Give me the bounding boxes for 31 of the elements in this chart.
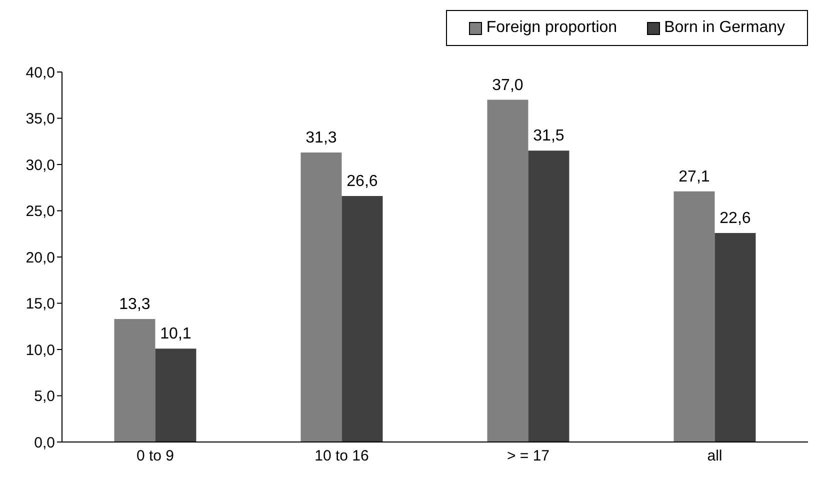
data-label: 31,5 — [533, 128, 564, 145]
data-label: 31,3 — [306, 129, 337, 146]
y-tick-label: 10,0 — [26, 342, 55, 359]
x-tick-label: all — [707, 448, 722, 465]
y-tick-label: 0,0 — [34, 434, 55, 452]
x-tick-label: 10 to 16 — [314, 448, 369, 465]
y-tick-label: 15,0 — [26, 296, 55, 313]
legend-label: Born in Germany — [664, 19, 785, 37]
data-label: 27,1 — [678, 168, 710, 186]
bar — [342, 196, 383, 442]
y-tick-label: 35,0 — [26, 110, 55, 128]
bar — [714, 232, 756, 442]
x-tick-label: > = 17 — [506, 448, 550, 465]
bar — [114, 318, 156, 442]
data-label: 22,6 — [720, 210, 751, 227]
data-label: 13,3 — [119, 296, 150, 313]
bar — [528, 150, 570, 442]
bar — [155, 348, 196, 442]
y-tick-label: 30,0 — [26, 156, 55, 174]
y-tick-label: 20,0 — [26, 249, 55, 266]
bar — [674, 191, 715, 442]
legend-label: Foreign proportion — [486, 19, 618, 37]
bar — [487, 100, 528, 442]
y-tick-label: 25,0 — [26, 203, 55, 220]
x-tick-label: 0 to 9 — [136, 448, 174, 465]
y-tick-label: 5,0 — [34, 388, 55, 406]
data-label: 26,6 — [346, 172, 378, 190]
data-label: 10,1 — [160, 326, 192, 343]
bar — [300, 152, 342, 442]
y-tick-label: 40,0 — [26, 64, 55, 82]
data-label: 37,0 — [492, 76, 524, 94]
